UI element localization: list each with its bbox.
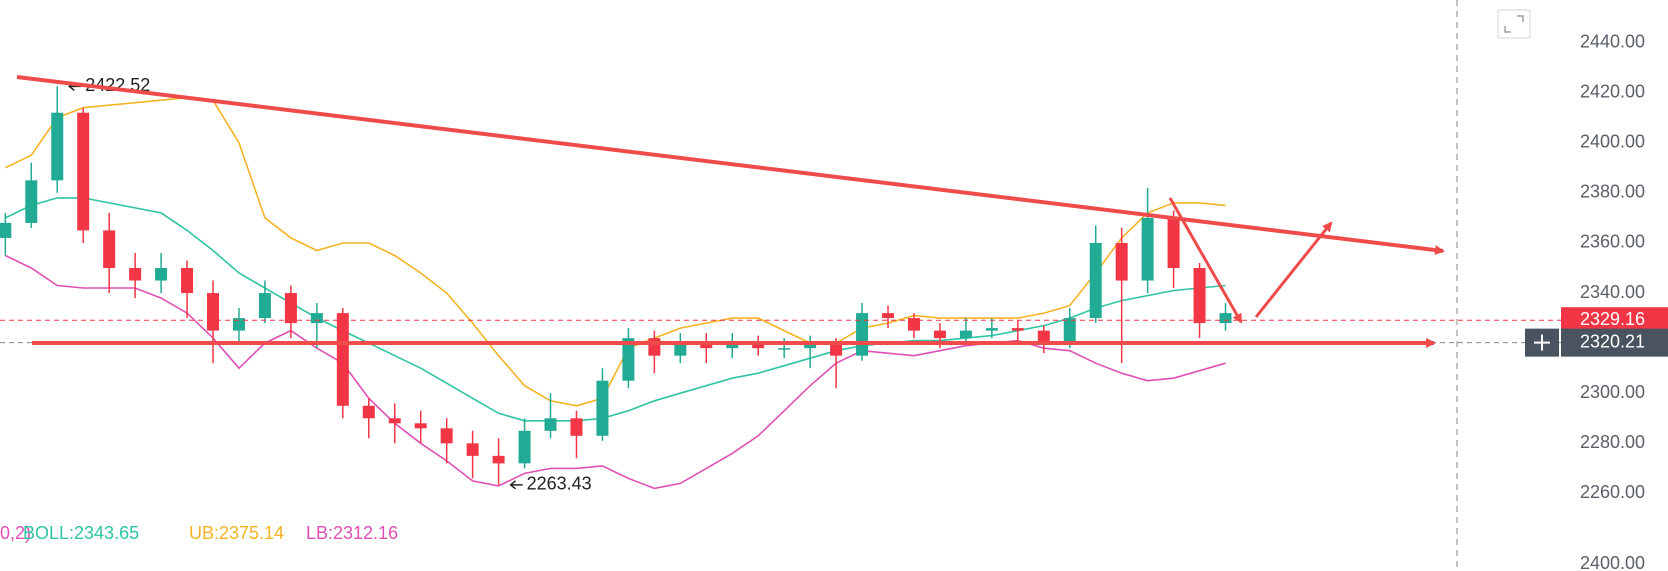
candle-body <box>726 343 739 349</box>
candle-body <box>232 318 245 331</box>
add-alert-icon <box>1534 334 1550 351</box>
candle-body <box>1011 328 1024 331</box>
candle-body <box>336 313 349 406</box>
candle-body <box>882 313 895 319</box>
candle-body <box>1141 217 1154 281</box>
candle-body <box>103 230 116 269</box>
y-tick-label: 2440.00 <box>1580 31 1645 51</box>
candle-body <box>1167 217 1180 269</box>
drawings <box>16 75 1445 348</box>
candle-body <box>648 338 661 356</box>
annotation-arrow <box>509 480 523 490</box>
candle-body <box>258 293 271 319</box>
candle-body <box>985 328 998 331</box>
candle-body <box>1089 242 1102 319</box>
candle-body <box>907 318 920 331</box>
candle-body <box>700 343 713 349</box>
indicator-line <box>4 96 1226 407</box>
down-arrow <box>1168 197 1243 324</box>
y-tick-label: 2400.00 <box>1580 132 1645 152</box>
candle-body <box>856 313 869 356</box>
legend-entry: LB:2312.16 <box>306 523 398 543</box>
candle-body <box>207 293 220 331</box>
candle-body <box>51 112 64 181</box>
candle-body <box>284 293 297 324</box>
candle-body <box>1037 330 1050 344</box>
price-axis: 2440.00 2420.00 2400.00 2380.00 2360.00 2340.… <box>1525 31 1668 571</box>
lower-pane-tick-label: 2400.00 <box>1580 553 1645 571</box>
candle-body <box>804 343 817 349</box>
candle-body <box>155 268 168 281</box>
candle-body <box>778 348 791 350</box>
candle-body <box>25 180 38 223</box>
y-tick-label: 2300.00 <box>1580 382 1645 402</box>
candle-body <box>1063 318 1076 344</box>
candle-body <box>518 430 531 464</box>
y-tick-label: 2280.00 <box>1580 432 1645 452</box>
y-tick-label: 2340.00 <box>1580 282 1645 302</box>
y-tick-label: 2380.00 <box>1580 182 1645 202</box>
candle-body <box>362 405 375 419</box>
candle-body <box>310 313 323 324</box>
indicator-params: 0,2) <box>0 523 31 543</box>
candle-body <box>129 268 142 281</box>
y-tick-label: 2260.00 <box>1580 482 1645 502</box>
last-price-label: 2329.16 <box>1580 309 1645 329</box>
legend-entry: BOLL:2343.65 <box>23 523 139 543</box>
candle-body <box>933 330 946 339</box>
candle-body <box>440 428 453 444</box>
candle-body <box>77 112 90 231</box>
candle-body <box>1219 313 1232 324</box>
candle-body <box>1193 268 1206 324</box>
candle-body <box>752 343 765 349</box>
up-arrow <box>1254 221 1333 318</box>
candle-body <box>596 380 609 436</box>
expand-icon[interactable] <box>1497 9 1531 39</box>
candle-body <box>388 418 401 424</box>
annotation-label: 2263.43 <box>527 474 592 494</box>
crosshair-price-label: 2320.21 <box>1580 331 1645 351</box>
indicator-line <box>4 197 1226 422</box>
candle-body <box>414 423 427 429</box>
candle-body <box>674 343 687 356</box>
add-alert-button[interactable] <box>1525 328 1559 357</box>
crosshair-price-box <box>1561 328 1668 357</box>
candle-body <box>570 418 583 436</box>
candle-body <box>830 343 843 356</box>
candle-body <box>622 338 635 381</box>
legend-entry: UB:2375.14 <box>189 523 284 543</box>
candle-body <box>0 222 12 238</box>
y-tick-label: 2420.00 <box>1580 81 1645 101</box>
candle-body <box>1115 242 1128 281</box>
candle-body <box>959 330 972 339</box>
candle-body <box>181 268 194 294</box>
y-tick-label: 2360.00 <box>1580 232 1645 252</box>
candle-body <box>466 443 479 456</box>
candle-body <box>492 455 505 464</box>
candle-body <box>544 418 557 431</box>
trend-line <box>16 75 1445 255</box>
